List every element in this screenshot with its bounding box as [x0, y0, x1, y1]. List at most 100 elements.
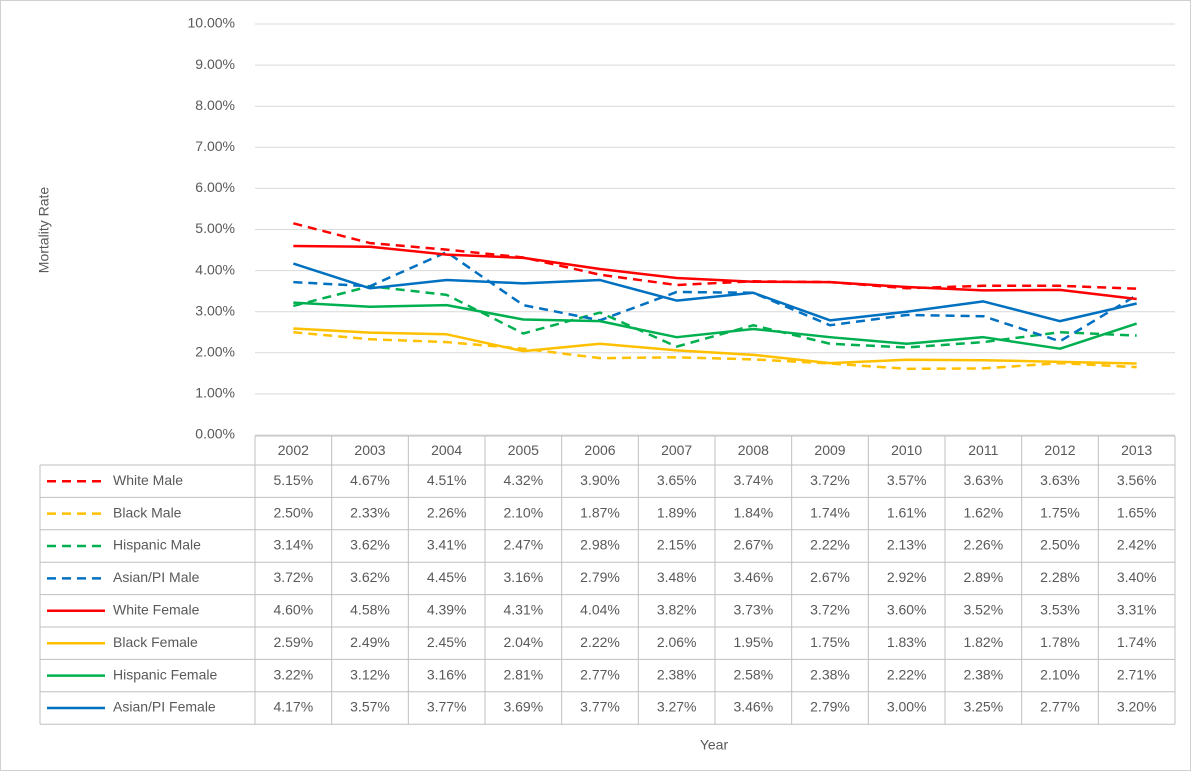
table-cell: 2.79%: [580, 569, 620, 585]
legend-label: Hispanic Female: [113, 666, 217, 682]
table-cell: 3.27%: [657, 699, 697, 715]
x-tick-label: 2003: [354, 442, 385, 458]
table-cell: 2.10%: [1040, 666, 1080, 682]
table-cell: 3.72%: [810, 472, 850, 488]
x-tick-label: 2011: [968, 442, 998, 458]
table-cell: 3.22%: [273, 666, 313, 682]
x-tick-label: 2009: [814, 442, 845, 458]
series-line: [292, 262, 1137, 323]
table-cell: 3.52%: [963, 602, 1003, 618]
table-cell: 3.72%: [810, 602, 850, 618]
table-cell: 3.77%: [427, 699, 467, 715]
table-cell: 3.46%: [733, 699, 773, 715]
table-cell: 2.33%: [350, 504, 390, 520]
y-tick-label: 3.00%: [195, 302, 235, 318]
table-cell: 2.50%: [1040, 537, 1080, 553]
table-cell: 3.25%: [963, 699, 1003, 715]
x-tick-label: 2004: [431, 442, 462, 458]
table-cell: 2.67%: [810, 569, 850, 585]
y-tick-label: 4.00%: [195, 261, 235, 277]
table-cell: 2.22%: [810, 537, 850, 553]
table-cell: 3.74%: [733, 472, 773, 488]
table-cell: 1.75%: [1040, 504, 1080, 520]
table-cell: 3.12%: [350, 666, 390, 682]
table-cell: 3.48%: [657, 569, 697, 585]
series-line: [293, 284, 1137, 349]
table-cell: 3.72%: [273, 569, 313, 585]
table-cell: 3.73%: [733, 602, 773, 618]
table-cell: 3.63%: [1040, 472, 1080, 488]
table-cell: 4.67%: [350, 472, 390, 488]
table-cell: 2.67%: [733, 537, 773, 553]
table-cell: 3.20%: [1117, 699, 1157, 715]
table-cell: 3.56%: [1117, 472, 1157, 488]
table-cell: 2.77%: [580, 666, 620, 682]
table-cell: 2.04%: [503, 634, 543, 650]
table-cell: 4.60%: [273, 602, 313, 618]
x-tick-label: 2006: [584, 442, 615, 458]
table-cell: 1.74%: [810, 504, 850, 520]
table-cell: 1.62%: [963, 504, 1003, 520]
y-tick-label: 10.00%: [188, 15, 235, 31]
table-cell: 3.82%: [657, 602, 697, 618]
table-cell: 3.62%: [350, 569, 390, 585]
table-cell: 1.84%: [733, 504, 773, 520]
y-tick-label: 9.00%: [195, 56, 235, 72]
table-cell: 4.58%: [350, 602, 390, 618]
table-cell: 3.41%: [427, 537, 467, 553]
table-cell: 4.51%: [427, 472, 467, 488]
table-cell: 2.89%: [963, 569, 1003, 585]
table-cell: 4.39%: [427, 602, 467, 618]
y-tick-label: 7.00%: [195, 138, 235, 154]
table-cell: 4.17%: [273, 699, 313, 715]
table-cell: 1.74%: [1117, 634, 1157, 650]
table-cell: 2.38%: [963, 666, 1003, 682]
table-cell: 2.06%: [657, 634, 697, 650]
table-cell: 2.26%: [963, 537, 1003, 553]
x-tick-label: 2012: [1044, 442, 1075, 458]
table-cell: 1.75%: [810, 634, 850, 650]
table-cell: 3.90%: [580, 472, 620, 488]
series-line: [293, 250, 1138, 343]
table-cell: 1.89%: [657, 504, 697, 520]
table-cell: 3.31%: [1117, 602, 1157, 618]
table-cell: 2.50%: [273, 504, 313, 520]
table-cell: 3.53%: [1040, 602, 1080, 618]
y-tick-label: 6.00%: [195, 179, 235, 195]
table-cell: 2.77%: [1040, 699, 1080, 715]
table-cell: 3.46%: [733, 569, 773, 585]
x-tick-label: 2008: [738, 442, 769, 458]
table-cell: 4.45%: [427, 569, 467, 585]
table-cell: 3.77%: [580, 699, 620, 715]
table-cell: 2.59%: [273, 634, 313, 650]
table-cell: 2.10%: [503, 504, 543, 520]
legend-label: White Female: [113, 602, 200, 618]
table-cell: 3.60%: [887, 602, 927, 618]
table-cell: 3.69%: [503, 699, 543, 715]
table-cell: 3.62%: [350, 537, 390, 553]
table-cell: 3.00%: [887, 699, 927, 715]
table-cell: 3.14%: [273, 537, 313, 553]
series-line: [293, 301, 1138, 350]
table-cell: 2.42%: [1117, 537, 1157, 553]
table-cell: 1.78%: [1040, 634, 1080, 650]
y-tick-label: 1.00%: [195, 385, 235, 401]
table-cell: 2.92%: [887, 569, 927, 585]
legend-label: Asian/PI Male: [113, 569, 200, 585]
table-cell: 4.31%: [503, 602, 543, 618]
legend-label: Asian/PI Female: [113, 699, 216, 715]
table-cell: 5.15%: [273, 472, 313, 488]
legend-label: White Male: [113, 472, 183, 488]
legend-label: Hispanic Male: [113, 537, 201, 553]
table-cell: 3.16%: [503, 569, 543, 585]
table-cell: 2.79%: [810, 699, 850, 715]
table-cell: 2.13%: [887, 537, 927, 553]
table-cell: 4.32%: [503, 472, 543, 488]
series-line: [293, 222, 1137, 290]
series-line: [293, 327, 1137, 365]
table-cell: 2.58%: [733, 666, 773, 682]
x-tick-label: 2002: [278, 442, 309, 458]
table-cell: 2.22%: [580, 634, 620, 650]
